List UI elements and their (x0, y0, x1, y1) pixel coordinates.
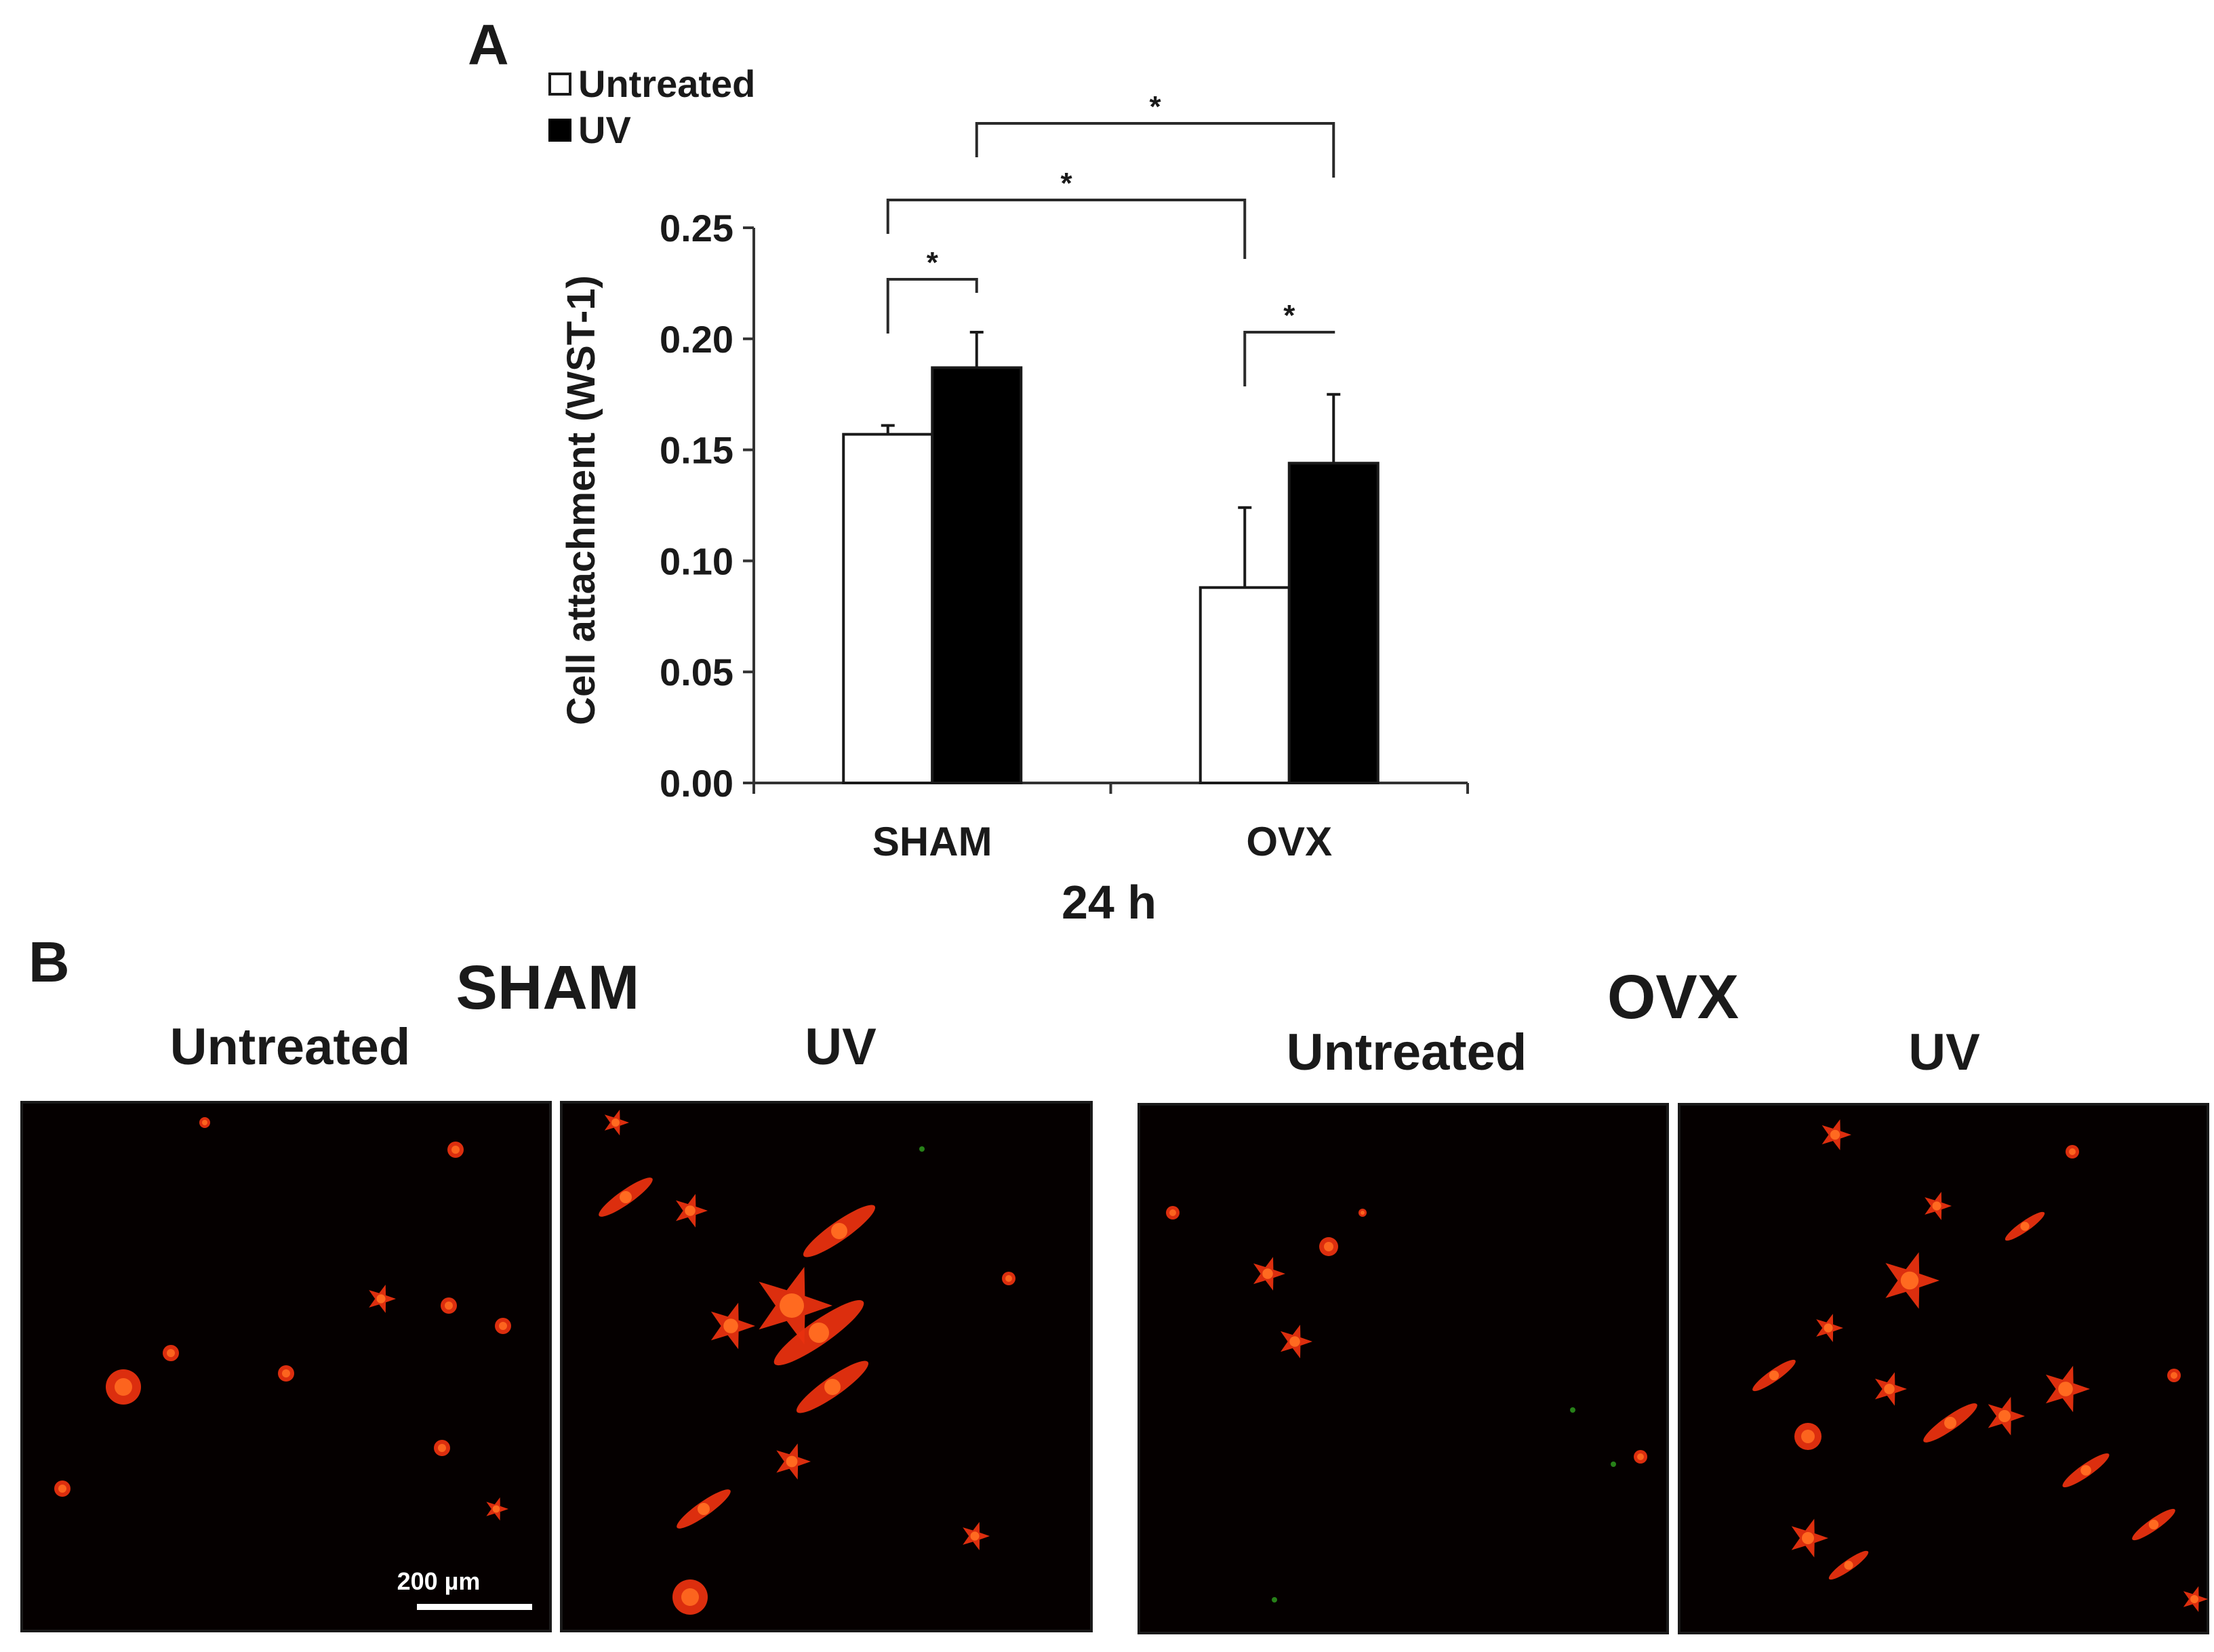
legend-label-untreated: Untreated (578, 62, 755, 105)
cell-core (1361, 1211, 1365, 1215)
scale-bar (417, 1604, 532, 1610)
cell-core (2058, 1382, 2073, 1396)
significance-asterisk: * (927, 246, 939, 279)
green-speck (1570, 1407, 1575, 1413)
cell-core (202, 1120, 207, 1125)
ovx-uv-label: UV (1908, 1024, 1980, 1081)
significance-asterisk: * (1149, 90, 1161, 123)
y-tick-label: 0.10 (660, 540, 733, 582)
cell-core (1900, 1271, 1919, 1290)
x-tick-label: SHAM (872, 819, 992, 864)
bar-sham-uv (931, 366, 1023, 784)
micrograph-ovx-uv (1678, 1103, 2209, 1634)
cell-core (2171, 1372, 2177, 1379)
cell-core (445, 1302, 453, 1310)
cell-core (1637, 1453, 1644, 1460)
sham-untreated-label: Untreated (170, 1018, 411, 1076)
green-speck (1611, 1462, 1616, 1467)
x-axis-label: 24 h (1062, 876, 1156, 929)
cell-core (1262, 1268, 1273, 1279)
cell-core (282, 1369, 290, 1377)
cell-core (1884, 1384, 1895, 1394)
y-tick-label: 0.05 (660, 651, 733, 693)
green-speck (919, 1146, 925, 1152)
y-tick-label: 0.15 (660, 429, 733, 472)
cell-core (1769, 1370, 1779, 1381)
cell-core (970, 1531, 980, 1541)
cell-core (1824, 1323, 1833, 1333)
bar-ovx-uv (1287, 462, 1380, 784)
significance-asterisk: * (1283, 299, 1295, 332)
cell-core (1005, 1275, 1012, 1282)
cell-core (1944, 1417, 1956, 1429)
cell-core (780, 1293, 804, 1318)
cell-core (2020, 1222, 2030, 1231)
cell-core (115, 1378, 132, 1396)
cell-core (1802, 1532, 1814, 1544)
green-speck (1272, 1597, 1277, 1603)
cell-core (2069, 1148, 2076, 1155)
cell-core (2190, 1595, 2198, 1603)
cell-core (1844, 1560, 1853, 1570)
y-axis-label: Cell attachment (WST-1) (559, 275, 603, 725)
micrograph-sham-uv (560, 1101, 1093, 1632)
micrograph-sham-untreated (20, 1101, 552, 1632)
ovx-untreated-label: Untreated (1287, 1024, 1527, 1081)
cell-core (620, 1191, 632, 1203)
chart-legend: Untreated UV (548, 62, 755, 151)
bar-ovx-untreated (1199, 586, 1291, 784)
cell-core (451, 1146, 460, 1154)
cell-core (698, 1503, 710, 1515)
micrograph-panels (20, 1101, 2209, 1634)
legend-swatch-untreated (548, 73, 571, 96)
cell-core (499, 1322, 507, 1330)
significance-bracket (886, 278, 978, 334)
panel-label-a: A (468, 13, 509, 77)
legend-label-uv: UV (578, 108, 631, 151)
cell-core (1998, 1410, 2011, 1422)
micrograph-ovx-untreated (1138, 1103, 1669, 1634)
micrograph-background (1678, 1103, 2209, 1634)
cell-core (2148, 1519, 2159, 1530)
group-title-ovx: OVX (1607, 963, 1739, 1032)
bar-chart-plot: 0.00 0.05 0.10 0.15 0.20 0.25 SHAM OVX * * * * (660, 90, 1469, 864)
cell-core (809, 1323, 829, 1343)
cell-core (492, 1505, 500, 1513)
cell-core (685, 1205, 696, 1216)
scale-bar-label: 200 µm (397, 1567, 481, 1595)
cell-core (723, 1318, 738, 1333)
x-tick-label: OVX (1246, 819, 1332, 864)
micrograph-background (1138, 1103, 1669, 1634)
significance-asterisk: * (1060, 167, 1072, 200)
legend-swatch-uv (548, 119, 571, 142)
y-tick-label: 0.25 (660, 207, 733, 249)
significance-bracket (975, 122, 1335, 178)
cell-core (167, 1349, 175, 1357)
micrograph-background (560, 1101, 1093, 1632)
cell-core (1830, 1129, 1840, 1140)
cell-core (58, 1485, 66, 1493)
significance-bracket (886, 199, 1247, 259)
cell-core (1289, 1336, 1300, 1347)
bar-sham-untreated (842, 432, 934, 784)
y-tick-label: 0.20 (660, 318, 733, 361)
cell-core (376, 1294, 386, 1304)
cell-core (824, 1379, 841, 1395)
sham-uv-label: UV (805, 1018, 877, 1076)
panel-label-b: B (28, 930, 70, 994)
cell-core (1801, 1430, 1815, 1443)
cell-core (1169, 1209, 1176, 1216)
cell-core (831, 1223, 847, 1239)
cell-core (1932, 1201, 1941, 1211)
significance-bracket (1243, 331, 1335, 386)
y-tick-label: 0.00 (660, 762, 733, 805)
cell-core (786, 1455, 798, 1468)
cell-core (438, 1444, 446, 1452)
cell-core (681, 1588, 699, 1606)
group-title-sham: SHAM (456, 953, 640, 1022)
cell-core (2080, 1465, 2091, 1476)
cell-core (611, 1119, 620, 1127)
cell-core (1324, 1242, 1333, 1251)
